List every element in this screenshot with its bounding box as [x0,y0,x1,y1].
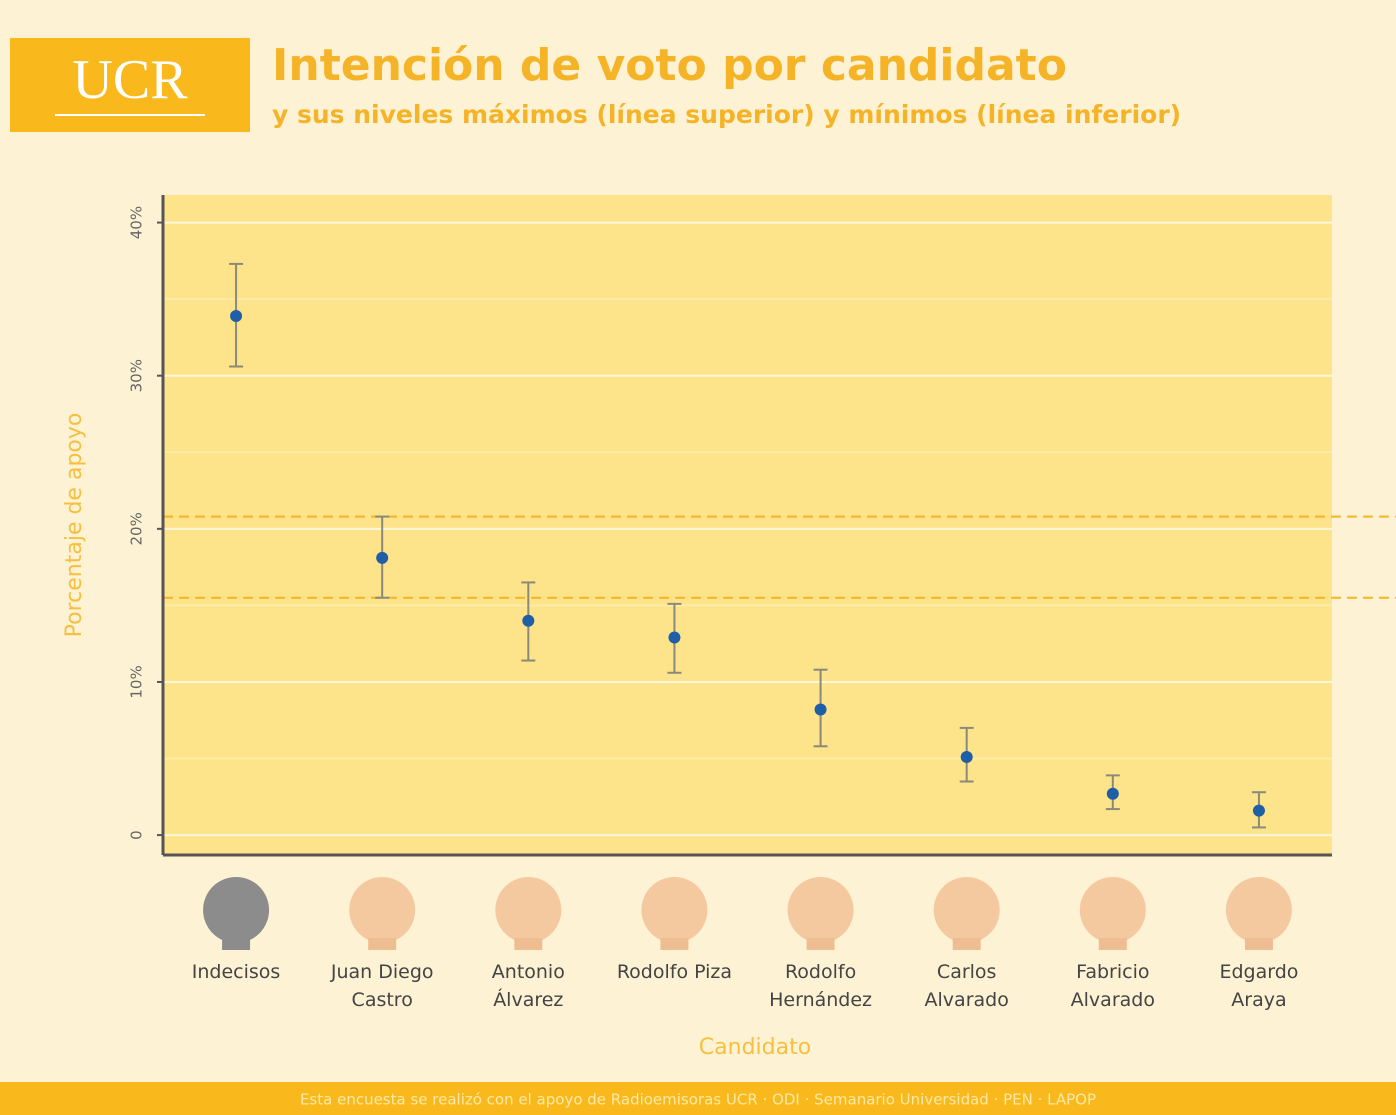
candidate-face [641,877,707,943]
candidate-face [1226,877,1292,943]
x-tick-label: Carlos Alvarado [907,958,1027,1014]
candidate-face [203,877,269,943]
candidate-face [788,877,854,943]
footer: Esta encuesta se realizó con el apoyo de… [300,1091,1096,1109]
candidate-neck [1245,938,1273,950]
candidate-face [349,877,415,943]
candidate-neck [807,938,835,950]
point [668,632,680,644]
candidate-face [1080,877,1146,943]
x-axis-label: Candidato [699,1035,811,1060]
x-tick-label: Fabricio Alvarado [1053,958,1173,1014]
point [815,704,827,716]
candidate-neck [660,938,688,950]
point [376,552,388,564]
y-tick-label: 10% [128,665,146,698]
candidate-face [495,877,561,943]
point [230,310,242,322]
logo: UCR [72,49,188,111]
y-tick-label: 40% [128,206,146,239]
point [522,615,534,627]
candidate-neck [514,938,542,950]
page: UCR Intención de voto por candidato y su… [0,0,1396,1115]
candidate-face [934,877,1000,943]
x-tick-label: Edgardo Araya [1199,958,1319,1014]
candidate-neck [953,938,981,950]
y-tick-label: 30% [128,359,146,392]
point [961,751,973,763]
chart: UCR Intención de voto por candidato y su… [0,0,1396,1115]
x-tick-label: Juan Diego Castro [322,958,442,1014]
x-tick-label: Rodolfo Hernández [761,958,881,1014]
point [1107,788,1119,800]
y-axis-label: Porcentaje de apoyo [62,413,87,638]
candidate-neck [1099,938,1127,950]
candidate-neck [368,938,396,950]
plot-area [163,195,1332,855]
x-tick-label: Antonio Álvarez [468,958,588,1014]
chart-subtitle: y sus niveles máximos (línea superior) y… [272,100,1181,129]
candidate-neck [222,938,250,950]
y-tick-label: 0 [128,830,146,840]
x-tick-label: Indecisos [176,958,296,986]
x-tick-label: Rodolfo Piza [614,958,734,986]
point [1253,805,1265,817]
chart-title: Intención de voto por candidato [272,40,1067,91]
y-tick-label: 20% [128,512,146,545]
